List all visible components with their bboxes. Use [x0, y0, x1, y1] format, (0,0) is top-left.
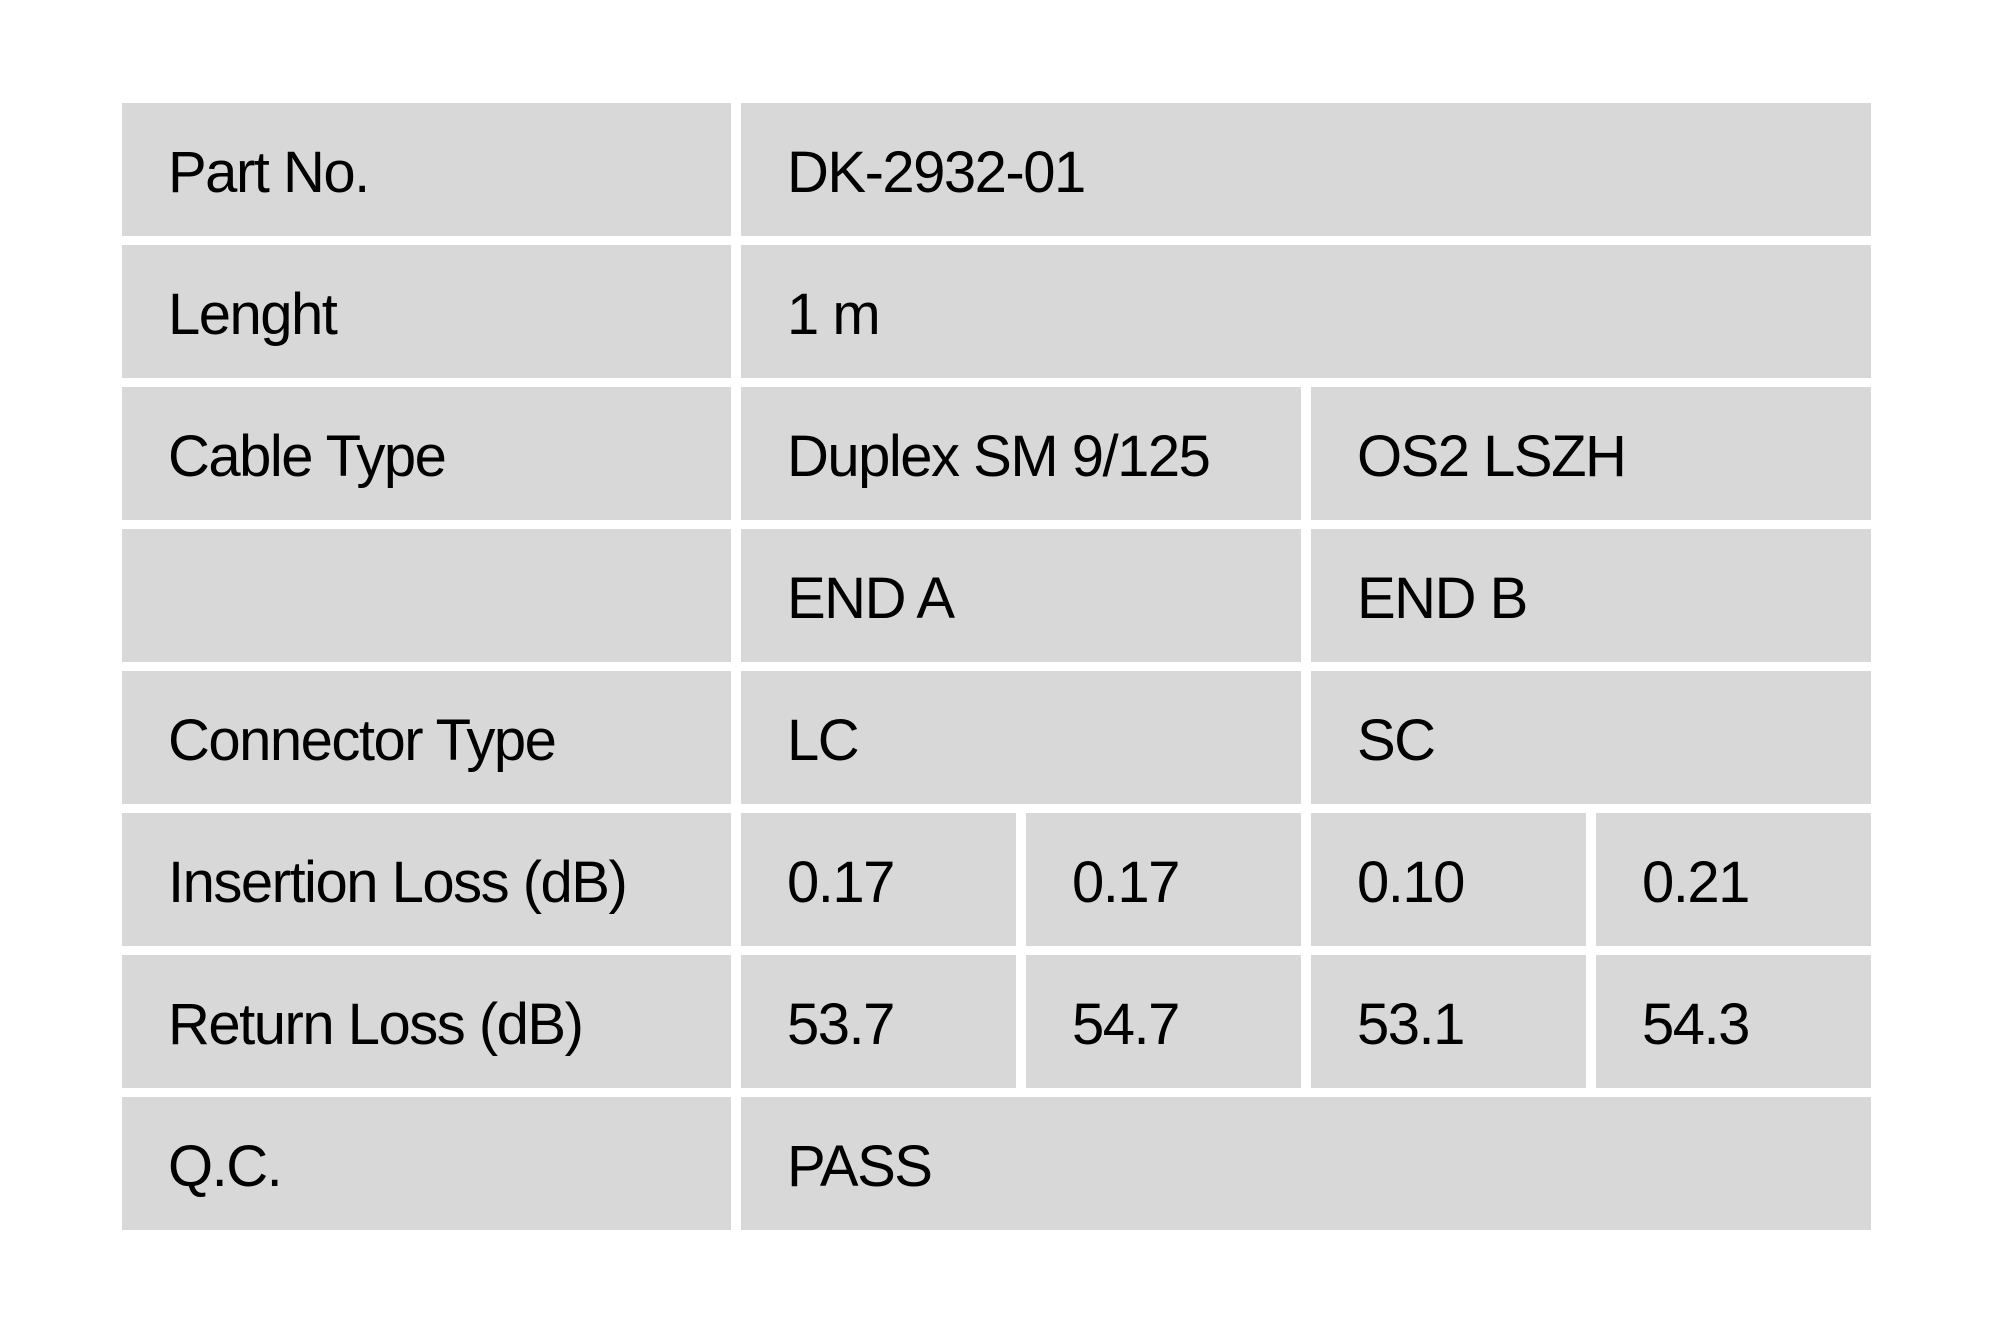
spec-table: Part No. DK-2932-01 Lenght 1 m Cable Typ…: [122, 103, 1871, 1230]
insertion-loss-end-b-2-cell: 0.21: [1596, 813, 1871, 946]
end-a-header-cell: END A: [741, 529, 1301, 662]
connector-type-label-cell: Connector Type: [122, 671, 731, 804]
return-loss-end-a-2-cell: 54.7: [1026, 955, 1301, 1088]
cable-type-value-cell-1: Duplex SM 9/125: [741, 387, 1301, 520]
insertion-loss-label-cell: Insertion Loss (dB): [122, 813, 731, 946]
connector-type-end-b-cell: SC: [1311, 671, 1871, 804]
return-loss-end-a-1-cell: 53.7: [741, 955, 1016, 1088]
part-no-value-cell: DK-2932-01: [741, 103, 1871, 236]
insertion-loss-end-b-1-cell: 0.10: [1311, 813, 1586, 946]
end-b-header-cell: END B: [1311, 529, 1871, 662]
insertion-loss-end-a-1-cell: 0.17: [741, 813, 1016, 946]
end-header-spacer-cell: [122, 529, 731, 662]
return-loss-label-cell: Return Loss (dB): [122, 955, 731, 1088]
part-no-label-cell: Part No.: [122, 103, 731, 236]
length-label-cell: Lenght: [122, 245, 731, 378]
qc-label-cell: Q.C.: [122, 1097, 731, 1230]
return-loss-end-b-1-cell: 53.1: [1311, 955, 1586, 1088]
connector-type-end-a-cell: LC: [741, 671, 1301, 804]
cable-type-value-cell-2: OS2 LSZH: [1311, 387, 1871, 520]
return-loss-end-b-2-cell: 54.3: [1596, 955, 1871, 1088]
length-value-cell: 1 m: [741, 245, 1871, 378]
qc-value-cell: PASS: [741, 1097, 1871, 1230]
insertion-loss-end-a-2-cell: 0.17: [1026, 813, 1301, 946]
cable-type-label-cell: Cable Type: [122, 387, 731, 520]
